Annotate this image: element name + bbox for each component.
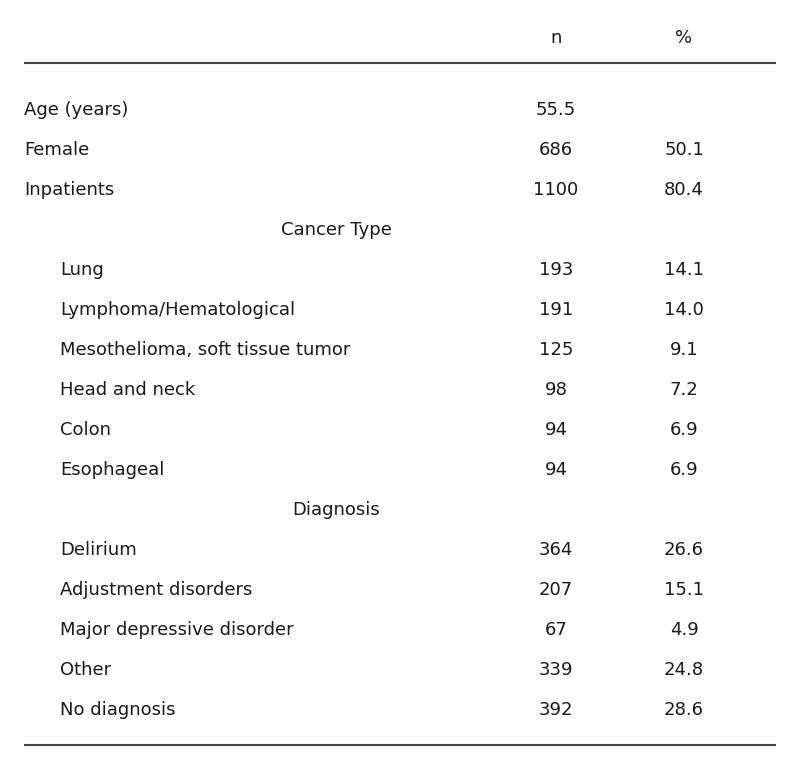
Text: 94: 94 xyxy=(545,421,567,439)
Text: Lung: Lung xyxy=(60,261,104,279)
Text: Mesothelioma, soft tissue tumor: Mesothelioma, soft tissue tumor xyxy=(60,341,350,359)
Text: 125: 125 xyxy=(539,341,573,359)
Text: 50.1: 50.1 xyxy=(664,141,704,159)
Text: 6.9: 6.9 xyxy=(670,461,698,479)
Text: 364: 364 xyxy=(539,541,573,559)
Text: Lymphoma/Hematological: Lymphoma/Hematological xyxy=(60,301,295,319)
Text: 686: 686 xyxy=(539,141,573,159)
Text: Delirium: Delirium xyxy=(60,541,137,559)
Text: 1100: 1100 xyxy=(534,181,578,199)
Text: 28.6: 28.6 xyxy=(664,701,704,719)
Text: 6.9: 6.9 xyxy=(670,421,698,439)
Text: 392: 392 xyxy=(538,701,574,719)
Text: 9.1: 9.1 xyxy=(670,341,698,359)
Text: 98: 98 xyxy=(545,381,567,399)
Text: Colon: Colon xyxy=(60,421,111,439)
Text: 191: 191 xyxy=(539,301,573,319)
Text: 4.9: 4.9 xyxy=(670,621,698,639)
Text: Other: Other xyxy=(60,661,111,679)
Text: Age (years): Age (years) xyxy=(24,101,128,119)
Text: 24.8: 24.8 xyxy=(664,661,704,679)
Text: Head and neck: Head and neck xyxy=(60,381,195,399)
Text: 15.1: 15.1 xyxy=(664,581,704,599)
Text: Diagnosis: Diagnosis xyxy=(292,501,380,519)
Text: 14.1: 14.1 xyxy=(664,261,704,279)
Text: 339: 339 xyxy=(538,661,574,679)
Text: Inpatients: Inpatients xyxy=(24,181,114,199)
Text: Female: Female xyxy=(24,141,90,159)
Text: Esophageal: Esophageal xyxy=(60,461,164,479)
Text: 94: 94 xyxy=(545,461,567,479)
Text: 80.4: 80.4 xyxy=(664,181,704,199)
Text: No diagnosis: No diagnosis xyxy=(60,701,175,719)
Text: 14.0: 14.0 xyxy=(664,301,704,319)
Text: n: n xyxy=(550,29,562,47)
Text: 7.2: 7.2 xyxy=(670,381,698,399)
Text: 207: 207 xyxy=(539,581,573,599)
Text: 193: 193 xyxy=(539,261,573,279)
Text: 67: 67 xyxy=(545,621,567,639)
Text: Adjustment disorders: Adjustment disorders xyxy=(60,581,252,599)
Text: 26.6: 26.6 xyxy=(664,541,704,559)
Text: Cancer Type: Cancer Type xyxy=(281,221,391,239)
Text: Major depressive disorder: Major depressive disorder xyxy=(60,621,294,639)
Text: %: % xyxy=(675,29,693,47)
Text: 55.5: 55.5 xyxy=(536,101,576,119)
